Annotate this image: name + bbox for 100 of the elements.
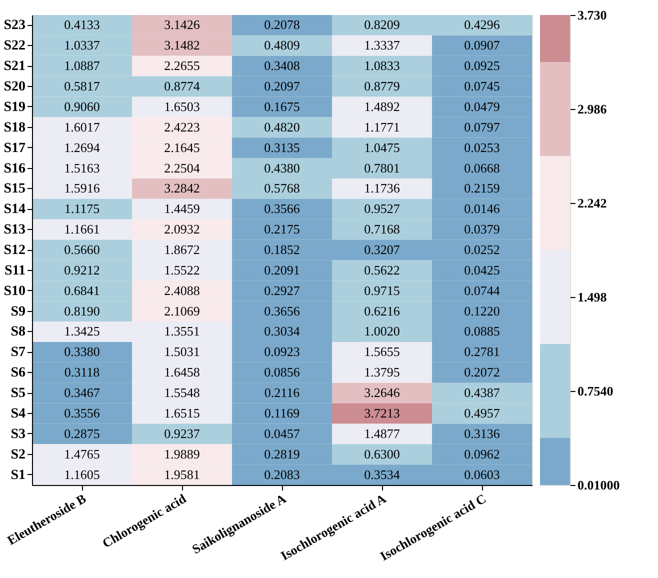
data-label: 0.3534 xyxy=(364,466,400,482)
y-tick-label: S17 xyxy=(4,140,26,156)
data-label: 1.0887 xyxy=(64,58,100,74)
color-bar-label: 3.730 xyxy=(578,8,607,22)
data-label: 0.2072 xyxy=(464,364,500,380)
data-label: 0.8209 xyxy=(364,17,400,32)
data-label: 0.9237 xyxy=(164,426,200,441)
color-bar-label: 2.242 xyxy=(578,196,607,210)
data-label: 0.3656 xyxy=(264,303,300,318)
data-label: 1.6503 xyxy=(164,98,200,114)
y-tick-label: S11 xyxy=(4,263,26,278)
color-bar-label: 0.7540 xyxy=(578,384,614,398)
data-label: 1.1661 xyxy=(64,222,100,237)
data-label: 1.3337 xyxy=(364,38,400,53)
data-label: 1.6515 xyxy=(164,405,200,420)
data-label: 0.2116 xyxy=(264,385,300,400)
data-label: 0.2819 xyxy=(264,446,300,462)
data-label: 1.2694 xyxy=(64,140,100,155)
data-label: 0.0252 xyxy=(464,242,500,257)
data-label: 1.4877 xyxy=(364,426,400,441)
data-label: 0.3118 xyxy=(64,364,100,380)
data-label: 0.1169 xyxy=(264,405,300,420)
data-label: 2.2504 xyxy=(164,160,200,176)
data-label: 0.9715 xyxy=(364,282,400,298)
data-label: 1.4765 xyxy=(64,446,100,462)
y-tick-label: S15 xyxy=(4,182,26,197)
y-tick-label: S23 xyxy=(4,18,26,34)
data-label: 1.9581 xyxy=(164,466,200,482)
data-label: 3.2842 xyxy=(164,180,200,196)
y-tick-label: S3 xyxy=(10,426,26,442)
data-label: 2.1069 xyxy=(164,303,200,318)
y-tick-label: S14 xyxy=(4,202,26,218)
data-label: 0.3034 xyxy=(264,324,300,339)
data-label: 0.0745 xyxy=(464,78,500,94)
data-label: 1.6458 xyxy=(164,364,200,380)
data-label: 1.6017 xyxy=(64,119,100,134)
data-label: 1.1175 xyxy=(64,201,100,216)
data-label: 0.2078 xyxy=(264,17,300,32)
data-label: 1.3795 xyxy=(364,364,400,380)
data-label: 1.1736 xyxy=(364,180,400,196)
data-label: 1.5522 xyxy=(164,262,200,278)
data-label: 1.5163 xyxy=(64,160,100,176)
data-label: 0.4957 xyxy=(464,405,500,420)
data-label: 0.0425 xyxy=(464,262,500,278)
y-tick-label: S2 xyxy=(10,447,26,462)
data-label: 0.5817 xyxy=(64,78,100,94)
data-label: 0.2927 xyxy=(264,282,300,298)
data-label: 0.3136 xyxy=(464,426,500,441)
data-label: 0.3135 xyxy=(264,140,300,155)
y-tick-label: S12 xyxy=(4,243,26,258)
data-label: 1.1605 xyxy=(64,466,100,482)
data-label: 1.5655 xyxy=(364,344,400,360)
y-tick-label: S9 xyxy=(10,304,26,320)
data-label: 1.9889 xyxy=(164,446,200,462)
data-label: 0.0923 xyxy=(264,344,300,360)
data-label: 0.2091 xyxy=(264,262,300,278)
data-label: 1.0833 xyxy=(364,58,400,74)
data-label: 0.0146 xyxy=(464,201,500,216)
data-label: 0.0925 xyxy=(464,58,500,74)
data-label: 0.4809 xyxy=(264,38,300,53)
y-tick-label: S1 xyxy=(10,468,26,483)
y-tick-label: S18 xyxy=(4,120,26,136)
data-label: 0.7168 xyxy=(364,222,400,237)
data-label: 1.5916 xyxy=(64,180,100,196)
y-tick-label: S21 xyxy=(4,59,26,74)
data-label: 0.0668 xyxy=(464,160,500,176)
data-label: 1.8672 xyxy=(164,242,200,257)
data-label: 1.0475 xyxy=(364,140,400,155)
data-label: 3.7213 xyxy=(364,405,400,420)
y-tick-label: S5 xyxy=(10,386,26,402)
data-label: 0.0962 xyxy=(464,446,500,462)
data-label: 3.1426 xyxy=(164,17,200,32)
data-label: 1.5548 xyxy=(164,385,200,400)
data-label: 0.8774 xyxy=(164,78,200,94)
data-label: 0.7801 xyxy=(364,160,400,176)
data-label: 1.5031 xyxy=(164,344,200,360)
data-label: 0.1852 xyxy=(264,242,300,257)
data-label: 0.4133 xyxy=(64,17,100,32)
data-label: 2.2655 xyxy=(164,58,200,74)
data-label: 0.8779 xyxy=(364,78,400,94)
data-label: 1.0020 xyxy=(364,324,400,339)
data-label: 0.5768 xyxy=(264,180,300,196)
data-label: 0.0744 xyxy=(464,282,500,298)
color-bar-label: 0.01000 xyxy=(578,478,620,492)
color-bar-label: 1.498 xyxy=(578,290,608,304)
data-label: 0.0603 xyxy=(464,466,500,482)
data-label: 0.1675 xyxy=(264,98,300,114)
y-tick-label: S7 xyxy=(10,345,26,360)
data-label: 0.4820 xyxy=(264,119,300,134)
data-label: 2.0932 xyxy=(164,222,200,237)
y-tick-label: S13 xyxy=(4,222,26,238)
data-label: 1.3551 xyxy=(164,324,200,339)
data-label: 0.2159 xyxy=(464,180,500,196)
data-label: 0.4380 xyxy=(264,160,300,176)
data-label: 0.4296 xyxy=(464,17,500,32)
data-label: 0.0797 xyxy=(464,119,500,134)
data-label: 0.0479 xyxy=(464,98,500,114)
y-tick-label: S19 xyxy=(4,100,26,115)
color-bar-label: 2.986 xyxy=(578,102,608,116)
data-label: 0.0379 xyxy=(464,222,500,237)
